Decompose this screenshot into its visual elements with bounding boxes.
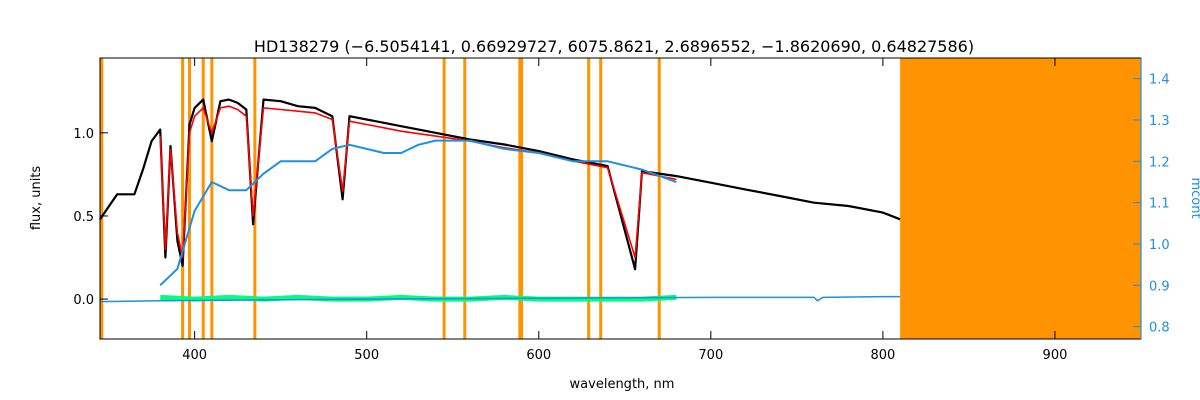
x-tick-label: 700 [698,348,723,363]
y-right-axis-label: mcont [1188,177,1200,218]
masked-line [657,58,661,339]
masked-line [587,58,591,339]
y-right-tick-label: 1.3 [1149,114,1170,129]
x-tick-label: 900 [1043,348,1068,363]
y-tick-label: 0.0 [73,293,94,308]
masked-line [181,58,185,339]
y-right-tick-label: 0.8 [1149,321,1170,336]
x-tick-label: 800 [870,348,895,363]
masked-line [599,58,603,339]
y-axis-label: flux, units [29,166,44,231]
masked-region [900,58,1141,339]
x-tick-label: 600 [526,348,551,363]
masked-line [100,58,104,339]
masked-line [520,58,524,339]
y-tick-label: 1.0 [73,127,94,142]
y-right-tick-label: 1.4 [1149,73,1170,88]
chart-title: HD138279 (−6.5054141, 0.66929727, 6075.8… [254,37,974,56]
masked-line [201,58,205,339]
y-right-tick-label: 1.1 [1149,197,1170,212]
mask-layer [100,58,1141,339]
x-axis-label: wavelength, nm [570,377,675,392]
masked-line [210,58,214,339]
x-tick-label: 500 [354,348,379,363]
series-observed [99,98,901,271]
x-tick-label: 400 [182,348,207,363]
y-right-tick-label: 1.0 [1149,238,1170,253]
series-continuum_tail [99,295,901,303]
y-right-tick-label: 1.2 [1149,155,1170,170]
series-layer [99,98,901,303]
y-tick-label: 0.5 [73,210,94,225]
masked-line [518,58,522,339]
y-right-tick-label: 0.9 [1149,279,1170,294]
masked-line [463,58,467,339]
series-continuum [159,139,677,287]
masked-line [187,58,191,339]
axes-layer: 400 500 600 700 800 900 0.0 0.5 1.0 0.8 0.9 1.0 1.1 1… [73,57,1170,363]
masked-line [442,58,446,339]
